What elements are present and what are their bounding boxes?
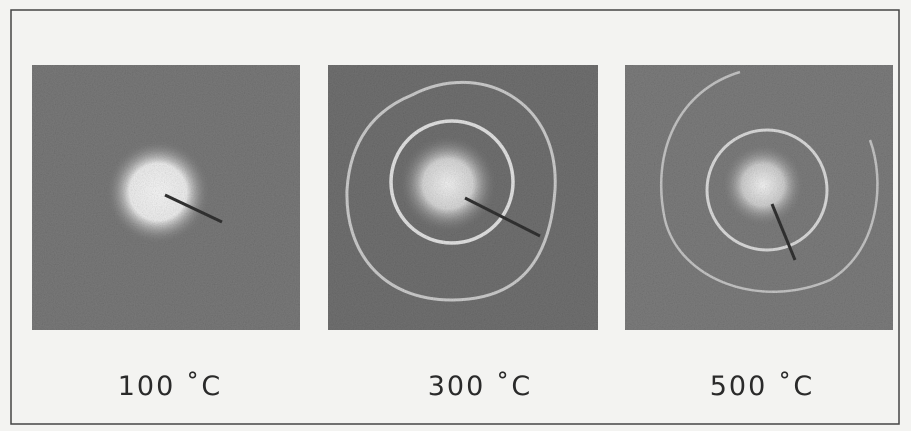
panel-100	[32, 65, 300, 330]
panel-label: 300 ˚C	[428, 371, 532, 402]
figure: 100 ˚C 300 ˚C 500 ˚C	[0, 0, 911, 431]
panel-300	[328, 65, 598, 330]
page: 100 ˚C 300 ˚C 500 ˚C (() => { const data…	[0, 0, 911, 431]
panel-label: 100 ˚C	[118, 371, 222, 402]
panel-500	[625, 65, 893, 330]
panel-label: 500 ˚C	[710, 371, 814, 402]
